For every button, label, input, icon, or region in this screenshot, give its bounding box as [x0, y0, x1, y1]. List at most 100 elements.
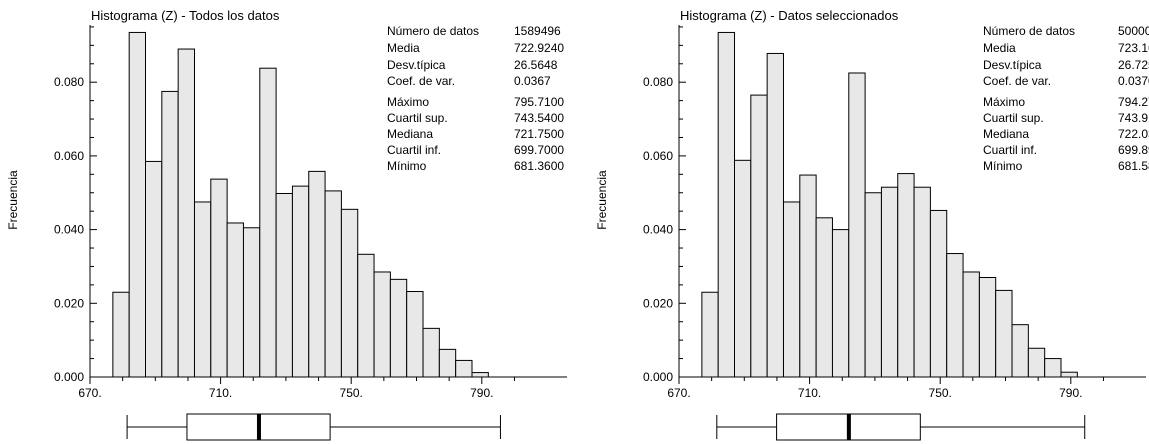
histogram-bar: [438, 348, 457, 378]
histogram-bar: [815, 217, 833, 378]
histogram-bar: [226, 222, 244, 378]
stat-label: Media: [983, 41, 1016, 55]
histogram-bar: [782, 201, 801, 378]
histogram-bar: [177, 48, 195, 378]
stat-value: 0.0367: [514, 74, 551, 88]
histogram-bar: [897, 173, 915, 378]
y-tick-label: 0.040: [54, 223, 84, 237]
histogram-bar: [373, 271, 391, 378]
x-tick-label: 670.: [78, 386, 101, 400]
histogram-bar: [128, 31, 146, 378]
histogram-bar: [929, 209, 948, 378]
y-tick-label: 0.080: [643, 75, 673, 89]
stat-label: Coef. de var.: [983, 74, 1051, 88]
histogram-bar: [734, 159, 752, 378]
histogram-bar: [978, 277, 997, 378]
histogram-bar: [962, 271, 980, 378]
stat-value: 26.5648: [514, 58, 558, 72]
stat-label: Cuartil sup.: [983, 111, 1044, 125]
stat-label: Coef. de var.: [387, 74, 455, 88]
stat-label: Desv.típica: [387, 58, 446, 72]
stat-value: 794.2700: [1118, 95, 1149, 109]
y-tick-label: 0.040: [643, 223, 673, 237]
histogram-bar: [880, 186, 899, 378]
histogram-bar: [193, 201, 212, 378]
histogram-bar: [1044, 358, 1062, 378]
histogram-bar: [422, 327, 440, 378]
y-tick-label: 0.000: [54, 370, 84, 384]
stat-label: Mediana: [387, 127, 433, 141]
chart-title: Histograma (Z) - Datos seleccionados: [680, 8, 899, 23]
x-tick-label: 790.: [470, 386, 493, 400]
boxplot-median: [256, 414, 261, 440]
histogram-bar: [1060, 371, 1078, 378]
stat-value: 743.5400: [514, 111, 564, 125]
histogram-bar: [145, 160, 163, 378]
stat-value: 723.1635: [1118, 41, 1149, 55]
histogram-bar: [848, 72, 866, 378]
histogram-bar: [471, 372, 489, 378]
histogram-bar: [946, 253, 964, 378]
histogram-bar: [406, 291, 424, 378]
stat-label: Cuartil sup.: [387, 111, 448, 125]
stat-value: 681.3600: [514, 159, 564, 173]
histogram-panel-2: 0.000 0.020 0.040 0.060 0.080 670. 710. 750. 790…: [595, 8, 1149, 441]
histogram-bar: [291, 185, 310, 378]
histogram-panel-1: 0.000 0.020 0.040 0.060 0.080 670. 710. 750. 790…: [6, 8, 567, 441]
x-tick-label: 750.: [340, 386, 363, 400]
y-tick-label: 0.000: [643, 370, 673, 384]
histogram-bar: [717, 31, 736, 378]
y-axis-label: Frecuencia: [6, 170, 20, 230]
x-tick-label: 710.: [798, 386, 821, 400]
histogram-bar: [1011, 324, 1029, 378]
stat-label: Mínimo: [387, 159, 427, 173]
stat-label: Número de datos: [387, 24, 479, 38]
histogram-bar: [210, 178, 228, 378]
histogram-bar: [242, 227, 261, 378]
x-tick-label: 750.: [929, 386, 952, 400]
y-tick-label: 0.080: [54, 75, 84, 89]
stat-value: 699.8900: [1118, 143, 1149, 157]
x-tick-label: 670.: [667, 386, 690, 400]
histogram-bar: [324, 190, 342, 378]
y-tick-label: 0.020: [54, 296, 84, 310]
stat-label: Cuartil inf.: [983, 143, 1037, 157]
histogram-bar: [340, 208, 359, 378]
stat-label: Desv.típica: [983, 58, 1042, 72]
x-tick-label: 710.: [209, 386, 232, 400]
histogram-bar: [308, 170, 326, 378]
y-tick-label: 0.020: [643, 296, 673, 310]
stat-value: 681.5800: [1118, 159, 1149, 173]
stat-value: 722.9240: [514, 41, 564, 55]
stat-value: 722.0300: [1118, 127, 1149, 141]
histogram-bar: [259, 67, 277, 378]
histogram-bar: [701, 291, 719, 378]
stat-label: Máximo: [387, 95, 429, 109]
histogram-bar: [275, 192, 293, 378]
histogram-bar: [389, 278, 408, 378]
boxplot-median: [846, 414, 851, 440]
histogram-bar: [864, 192, 882, 378]
y-axis-label: Frecuencia: [595, 170, 609, 230]
histogram-bar: [995, 289, 1013, 378]
histogram-bar: [799, 174, 817, 378]
histogram-bar: [455, 359, 473, 378]
y-tick-label: 0.060: [54, 149, 84, 163]
histogram-bar: [913, 186, 931, 378]
x-tick-label: 790.: [1059, 386, 1082, 400]
stat-value: 50000: [1118, 24, 1149, 38]
y-tick-label: 0.060: [643, 149, 673, 163]
stat-value: 699.7000: [514, 143, 564, 157]
histogram-bar: [357, 253, 375, 378]
stat-label: Cuartil inf.: [387, 143, 441, 157]
stat-value: 795.7100: [514, 95, 564, 109]
chart-title: Histograma (Z) - Todos los datos: [91, 8, 280, 23]
histogram-bar: [112, 291, 130, 378]
stat-value: 1589496: [514, 24, 561, 38]
stat-label: Número de datos: [983, 24, 1075, 38]
stat-label: Mediana: [983, 127, 1029, 141]
stat-value: 26.7256: [1118, 58, 1149, 72]
stat-label: Máximo: [983, 95, 1025, 109]
histogram-bar: [1027, 347, 1046, 378]
